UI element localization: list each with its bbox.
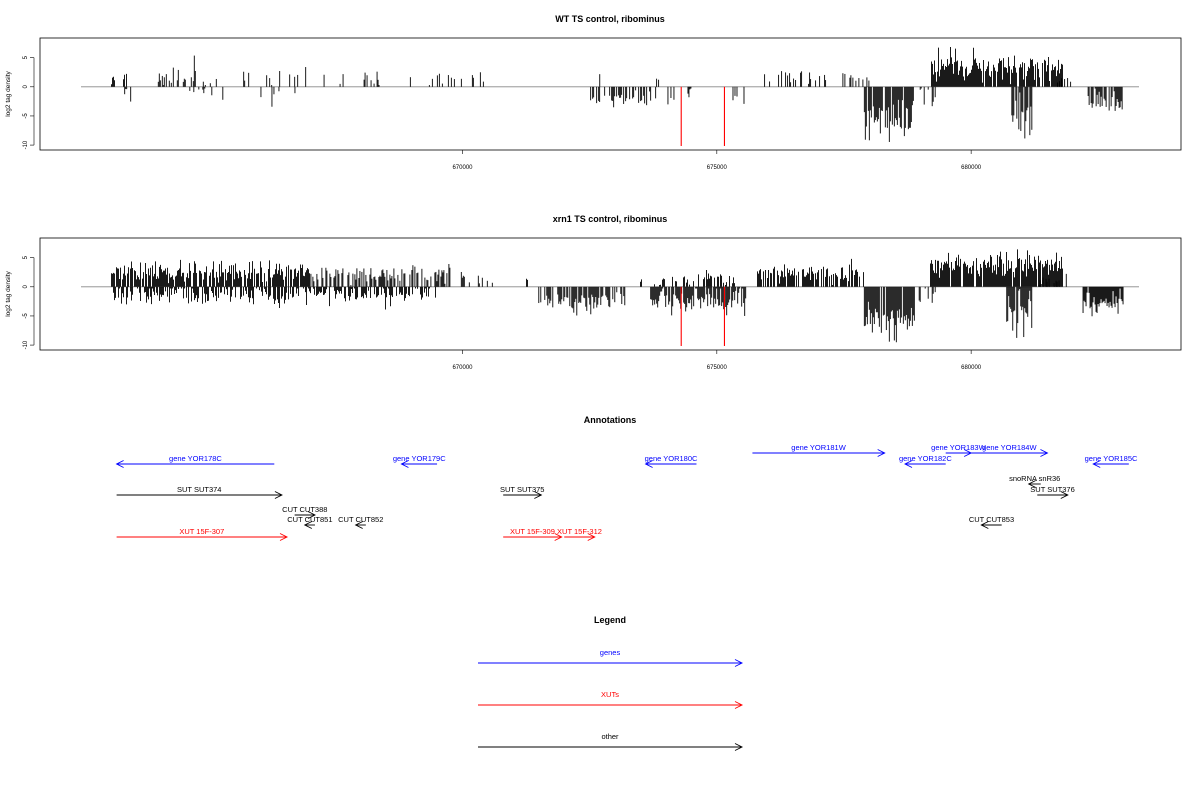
y-tick-label: -10	[23, 340, 29, 349]
bar-series	[111, 47, 1123, 142]
arrowhead	[115, 460, 124, 468]
feature-gene: gene YOR179C	[393, 454, 446, 468]
arrowhead	[274, 491, 283, 499]
feature-label: SUT SUT375	[500, 485, 544, 494]
arrowhead	[980, 521, 989, 529]
feature-label: gene YOR179C	[393, 454, 446, 463]
feature-gene: gene YOR181W	[752, 443, 886, 457]
feature-gene: gene YOR185C	[1085, 454, 1138, 468]
feature-label: XUT 15F-309	[510, 527, 555, 536]
arrowhead	[400, 460, 409, 468]
arrowhead	[279, 533, 289, 541]
chart-title: xrn1 TS control, ribominus	[553, 214, 668, 224]
feature-gene: gene YOR178C	[115, 454, 275, 468]
feature-label: XUT 15F-312	[557, 527, 602, 536]
feature-label: gene YOR184W	[982, 443, 1037, 452]
feature-label: gene YOR182C	[899, 454, 952, 463]
highlight-bars	[680, 86, 725, 146]
feature-xut: XUT 15F-307	[116, 527, 289, 541]
arrowhead	[1027, 480, 1036, 488]
x-tick-label: 670000	[452, 165, 473, 171]
arrowhead	[354, 521, 363, 529]
arrowhead	[1092, 460, 1101, 468]
feature-gene: gene YOR182C	[899, 454, 952, 468]
feature-label: SUT SUT374	[177, 485, 221, 494]
chart-title: WT TS control, ribominus	[555, 14, 665, 24]
annotations-panel: Annotations gene YOR178C gene YOR179C gene…	[115, 415, 1138, 541]
arrowhead	[1060, 491, 1069, 499]
arrowhead	[307, 511, 316, 519]
arrowhead	[303, 521, 313, 529]
feature-label: SUT SUT376	[1030, 485, 1074, 494]
x-tick-label: 675000	[707, 365, 728, 371]
y-tick-label: 0	[23, 284, 29, 288]
bar-series	[111, 249, 1124, 343]
y-tick-label: 0	[23, 84, 29, 88]
highlight-bars	[680, 286, 725, 346]
feature-arrows: gene YOR178C gene YOR179C gene YOR180C gene…	[115, 443, 1138, 541]
legend: Legend genes XUTs other	[478, 615, 744, 751]
plot-frame	[39, 237, 1182, 351]
legend-label: other	[601, 732, 619, 741]
x-tick-label: 680000	[961, 165, 982, 171]
feature-label: gene YOR181W	[791, 443, 846, 452]
y-axis-label: log2 tag density	[5, 270, 12, 316]
track-xrn1: xrn1 TS control, ribominus log2 tag dens…	[5, 214, 1182, 371]
legend-label: genes	[600, 648, 621, 657]
arrowhead	[1040, 449, 1049, 457]
arrowhead	[587, 533, 596, 541]
feature-label: gene YOR183W	[931, 443, 986, 452]
feature-label: CUT CUT852	[338, 515, 383, 524]
feature-other: SUT SUT376	[1030, 485, 1075, 499]
feature-xut: XUT 15F-312	[557, 527, 602, 541]
y-tick-label: 5	[23, 55, 29, 59]
feature-other: CUT CUT851	[287, 515, 333, 529]
arrowhead	[877, 449, 886, 457]
track-wt: WT TS control, ribominus log2 tag densit…	[5, 14, 1182, 171]
legend-item-gene: genes	[478, 648, 744, 667]
y-tick-label: 5	[23, 255, 29, 259]
feature-other: SUT SUT374	[116, 485, 283, 499]
arrowhead	[644, 460, 653, 468]
feature-label: CUT CUT853	[969, 515, 1014, 524]
arrowhead	[534, 491, 543, 499]
x-tick-label: 670000	[452, 365, 473, 371]
feature-label: gene YOR178C	[169, 454, 222, 463]
y-axis-label: log2 tag density	[5, 70, 12, 116]
arrowhead	[734, 701, 744, 709]
feature-other: CUT CUT853	[969, 515, 1014, 529]
legend-items: genes XUTs other	[478, 648, 744, 751]
y-tick-label: -5	[23, 313, 29, 319]
legend-item-xut: XUTs	[478, 690, 744, 709]
y-tick-label: -10	[23, 140, 29, 149]
feature-gene: gene YOR184W	[971, 443, 1049, 457]
arrowhead	[734, 743, 744, 751]
arrowhead	[904, 460, 913, 468]
y-tick-label: -5	[23, 113, 29, 119]
x-tick-label: 680000	[961, 365, 982, 371]
legend-title: Legend	[594, 615, 626, 625]
x-tick-label: 675000	[707, 165, 728, 171]
feature-xut: XUT 15F-309	[503, 527, 563, 541]
feature-label: CUT CUT851	[287, 515, 332, 524]
feature-label: gene YOR180C	[645, 454, 698, 463]
plot-frame	[39, 37, 1182, 151]
legend-item-other: other	[478, 732, 744, 751]
feature-other: CUT CUT852	[338, 515, 383, 529]
feature-label: gene YOR185C	[1085, 454, 1138, 463]
feature-other: snoRNA snR36	[1009, 474, 1060, 488]
feature-other: CUT CUT388	[282, 505, 327, 519]
annotations-title: Annotations	[584, 415, 637, 425]
feature-gene: gene YOR180C	[644, 454, 698, 468]
arrowhead	[554, 533, 563, 541]
feature-label: CUT CUT388	[282, 505, 327, 514]
arrowhead	[734, 659, 744, 667]
feature-other: SUT SUT375	[500, 485, 544, 499]
feature-label: XUT 15F-307	[179, 527, 224, 536]
feature-label: snoRNA snR36	[1009, 474, 1060, 483]
legend-label: XUTs	[601, 690, 619, 699]
